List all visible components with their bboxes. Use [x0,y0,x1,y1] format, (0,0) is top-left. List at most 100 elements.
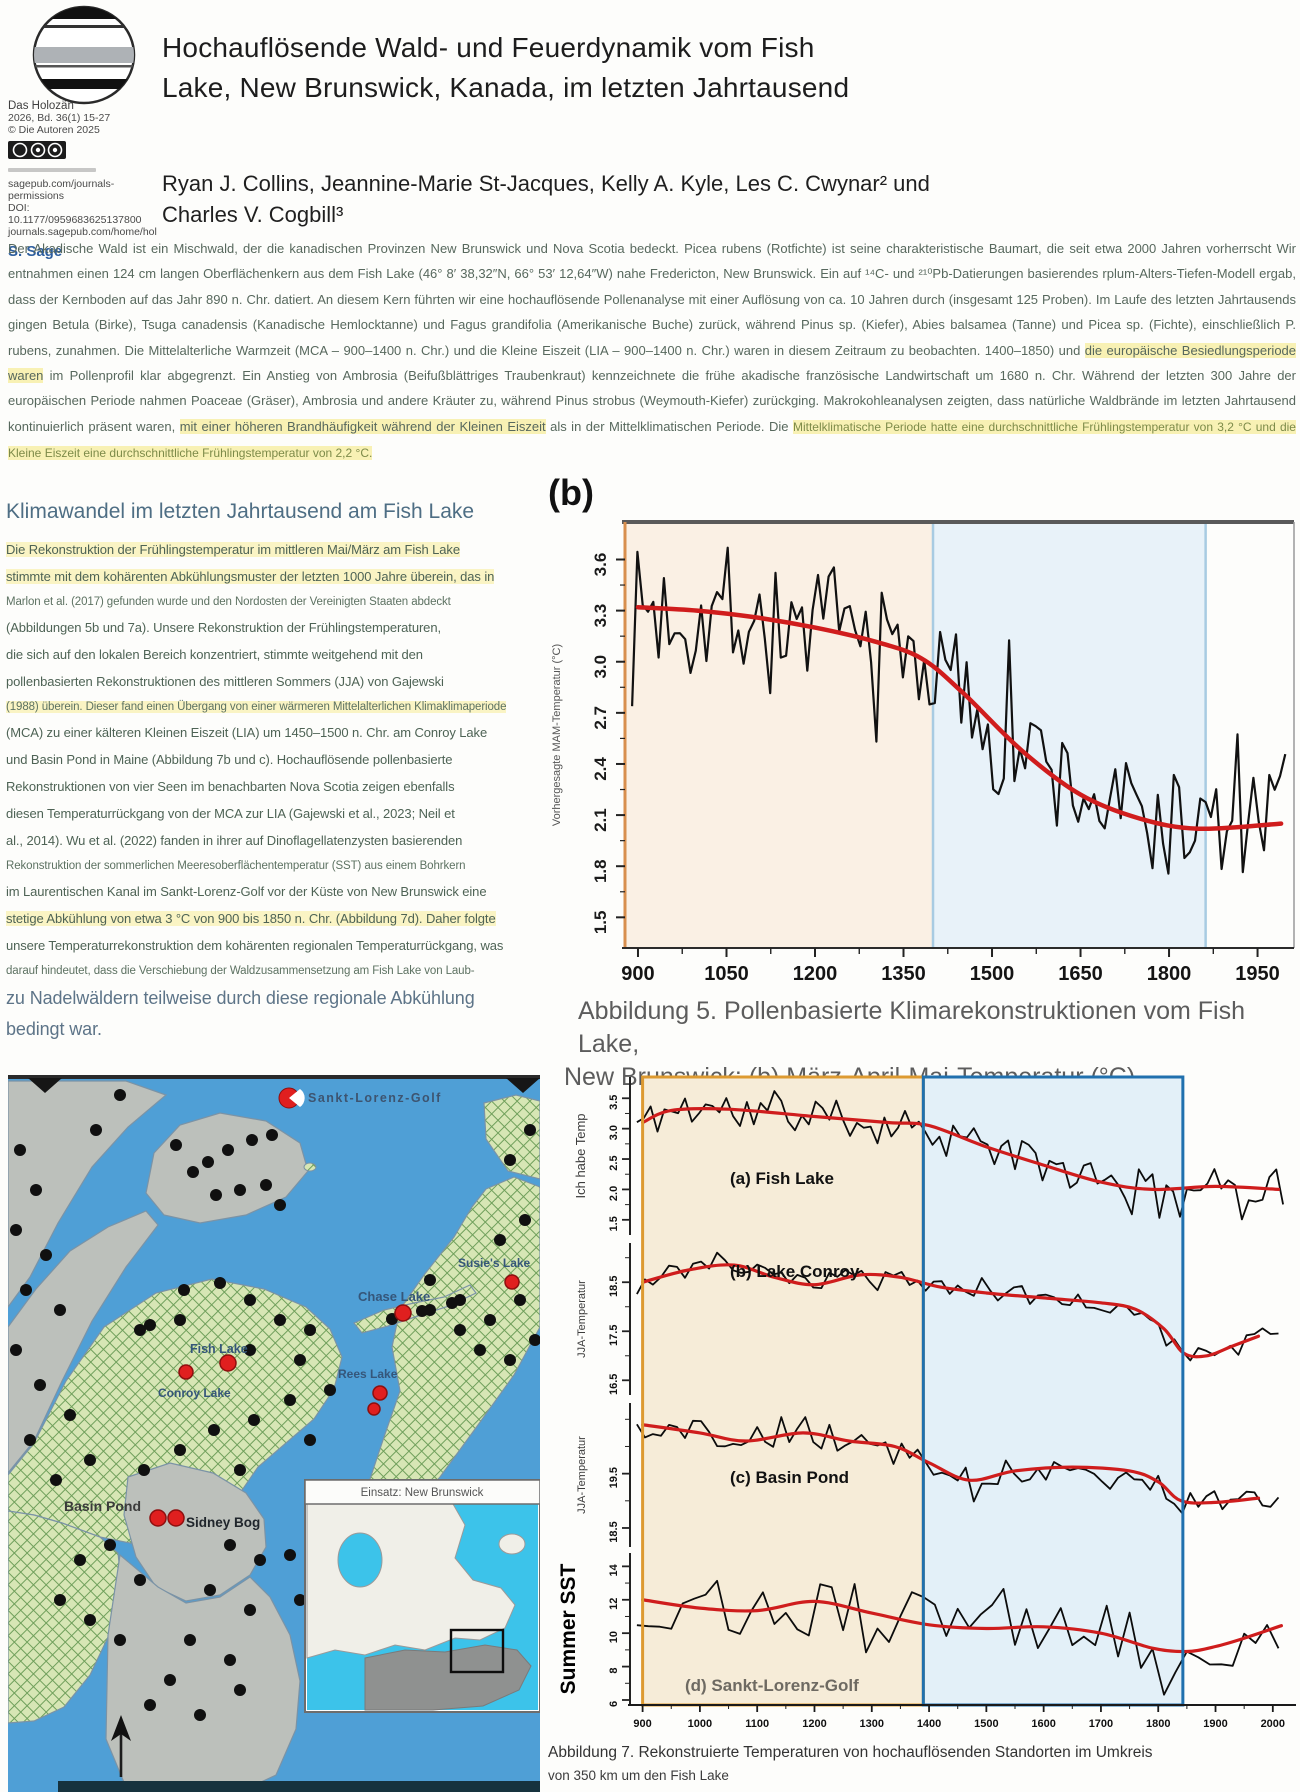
study-site-dot-rees-lake-2 [367,1402,381,1416]
regional-site-dot [114,1089,126,1101]
x-tick-label: 1200 [802,1718,826,1730]
y-tick-label: 2.7 [591,706,610,730]
journal-homepage-link[interactable]: journals.sagepub.com/home/hol [8,226,157,238]
study-site-dot-basin-pond [149,1509,167,1527]
regional-site-dot [234,1184,246,1196]
y-axis-title: JJA-Temperatur [576,1436,588,1514]
y-tick-label: 2.4 [591,757,610,781]
gaspe-peninsula [145,1112,309,1224]
regional-site-dot [474,1344,486,1356]
regional-site-dot [64,1409,76,1421]
regional-site-dot [494,1234,506,1246]
regional-site-dot [519,1214,531,1226]
section-heading: Klimawandel im letzten Jahrtausend am Fi… [6,500,475,523]
regional-site-dot [138,1464,150,1476]
x-tick-label: 1400 [917,1718,941,1730]
figure5-caption-line1: Abbildung 5. Pollenbasierte Klimarekonst… [578,997,1246,1058]
section-line-8: und Basin Pond in Maine (Abbildung 7b un… [6,752,453,767]
panel-label: (b) Lake Conroy [730,1262,860,1281]
y-tick-label: 8 [608,1668,620,1674]
data-series-line [631,546,1287,875]
regional-site-dot [514,1294,526,1306]
study-site-dot-conroy-lake [178,1364,194,1380]
x-tick-label: 1900 [1203,1718,1227,1730]
regional-site-dot [416,1305,428,1317]
regional-site-dot [187,1166,199,1178]
authors-line: Ryan J. Collins, Jeannine-Marie St-Jacqu… [162,171,930,227]
panel-label: (b) [548,472,594,513]
regional-site-dot [504,1154,516,1166]
regional-site-dot [174,1314,186,1326]
y-tick-label: 1.5 [608,1216,620,1231]
x-tick-label: 900 [621,963,654,985]
page-title: Hochauflösende Wald- und Feuerdynamik vo… [162,32,850,103]
study-area-map: Sankt-Lorenz-Golf Susie's Lake Chase Lake F… [8,1075,540,1792]
data-series-line [636,1579,1280,1696]
regional-site-dot [234,1684,246,1696]
regional-site-dot [144,1699,156,1711]
regional-site-dot [10,1344,22,1356]
journal-permissions-link[interactable]: sagepub.com/journals-permissions [8,178,115,202]
section-line-row-7: (MCA) zu einer kälteren Kleinen Eiszeit … [6,719,514,746]
journal-copyright: © Die Autoren 2025 [8,124,100,136]
section-line-row-4: die sich auf den lokalen Bereich konzent… [6,641,514,668]
magdalen-islands [303,1162,317,1172]
regional-site-dot [454,1324,466,1336]
quebec-north-shore [8,1080,168,1309]
study-site-dot-susie-s-lake [504,1274,520,1290]
regional-site-dot [84,1614,96,1626]
section-line-row-18: bedingt war. [6,1014,514,1045]
section-line-2: Marlon et al. (2017) gefunden wurde und … [6,596,451,608]
y-tick-label: 1.8 [591,859,610,883]
regional-site-dot [304,1324,316,1336]
regional-site-dot [274,1314,286,1326]
section-line-row-3: (Abbildungen 5b und 7a). Unsere Rekonstr… [6,614,514,641]
study-site-dot-chase-lake [394,1304,412,1322]
y-tick-label: 1.5 [591,911,610,935]
regional-site-dot [210,1189,222,1201]
x-tick-label: 1200 [793,963,838,985]
panel-label: (c) Basin Pond [730,1468,849,1487]
x-tick-label: 1700 [1089,1718,1113,1730]
regional-site-dot [14,1144,26,1156]
regional-site-dot [170,1139,182,1151]
holocene-journal-logo-icon [32,5,136,105]
x-tick-label: 1050 [704,963,749,985]
section-line-0: Die Rekonstruktion der Frühlingstemperat… [6,542,460,557]
section-line-13: im Laurentischen Kanal im Sankt-Lorenz-G… [6,884,487,899]
map-corner-wedge-right [506,1078,540,1093]
regional-site-dot [214,1277,226,1289]
north-arrow-icon [111,1715,131,1777]
regional-site-dot [324,1384,336,1396]
map-label-fish-lake: Fish Lake [190,1342,248,1356]
y-axis-title: JJA-Temperatur [576,1280,588,1358]
inset-study-region-rect [449,1628,505,1674]
abstract-segment-3: mit einer höheren Brandhäufigkeit währen… [179,418,546,434]
regional-site-dot [248,1414,260,1426]
section-line-10: diesen Temperaturrückgang von der MCA zu… [6,806,455,821]
y-axis-title: Ich habe Temp [573,1113,588,1198]
map-label-chase-lake: Chase Lake [358,1289,430,1304]
data-series-line [636,1251,1279,1362]
trend-line [635,604,1284,832]
regional-site-dot [104,1539,116,1551]
section-line-row-14: stetige Abkühlung von etwa 3 °C von 900 … [6,905,514,932]
section-line-row-16: darauf hindeutet, dass die Verschiebung … [6,959,514,983]
figure5-chart: 3.6 3.3 3.0 2.7 2.4 2.1 1.8 1.5 Vorhergesagte MA… [548,472,1295,985]
regional-site-dot [222,1144,234,1156]
abstract-segment-4: als in der Mittelklimatischen Periode. D… [545,418,793,434]
journal-doi[interactable]: DOI: 10.1177/0959683625137800 [8,202,142,226]
journal-issue: 2026, Bd. 36(1) 15-27 [8,112,111,124]
x-tick-label: 1800 [1147,963,1192,985]
regional-site-dot [246,1134,258,1146]
section-body: Die Rekonstruktion der Frühlingstemperat… [6,536,514,1045]
regional-site-dot [244,1604,256,1616]
regional-site-dot [10,1224,22,1236]
regional-site-dot [260,1179,272,1191]
regional-site-dot [74,1554,86,1566]
y-tick-label: 17.5 [608,1325,620,1346]
section-line-1: stimmte mit dem kohärenten Abkühlungsmus… [6,569,495,584]
x-tick-label: 1300 [860,1718,884,1730]
st-lawrence-south-shore [8,1210,159,1474]
